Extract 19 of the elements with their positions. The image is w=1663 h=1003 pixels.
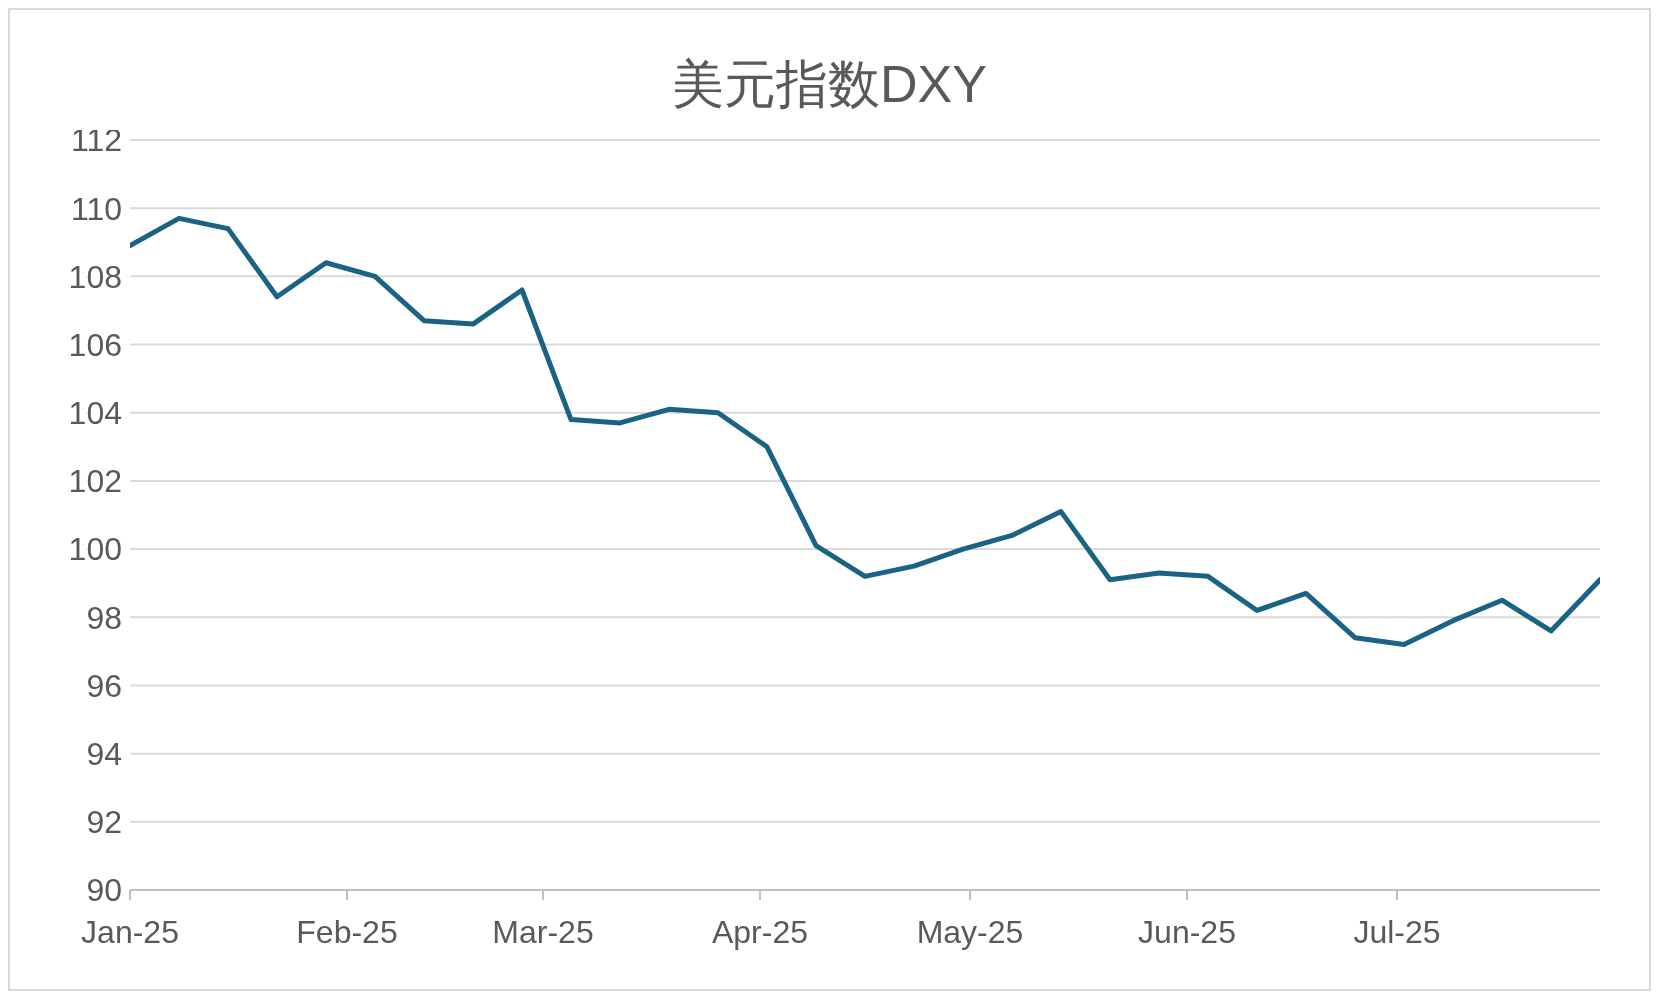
y-tick-label: 110 — [70, 190, 122, 227]
y-tick-label: 96 — [86, 667, 122, 704]
y-tick-label: 108 — [68, 258, 122, 295]
y-tick-label: 98 — [86, 599, 122, 636]
y-tick-label: 100 — [68, 531, 122, 568]
y-tick-label: 104 — [68, 395, 122, 432]
x-tick-label: Jan-25 — [81, 913, 179, 950]
x-tick-label: May-25 — [916, 913, 1024, 950]
x-tick-label: Mar-25 — [492, 913, 594, 950]
x-tick-label: Jun-25 — [1138, 913, 1236, 950]
y-tick-label: 90 — [86, 872, 122, 909]
x-tick-label: Jul-25 — [1353, 913, 1441, 950]
y-tick-label: 94 — [86, 736, 122, 772]
chart-title: 美元指数DXY — [672, 55, 987, 113]
y-tick-label: 102 — [68, 463, 122, 500]
x-tick-label: Apr-25 — [711, 913, 809, 950]
y-tick-label: 92 — [86, 804, 122, 841]
y-tick-label: 106 — [68, 326, 122, 363]
x-tick-label: Feb-25 — [296, 913, 398, 950]
